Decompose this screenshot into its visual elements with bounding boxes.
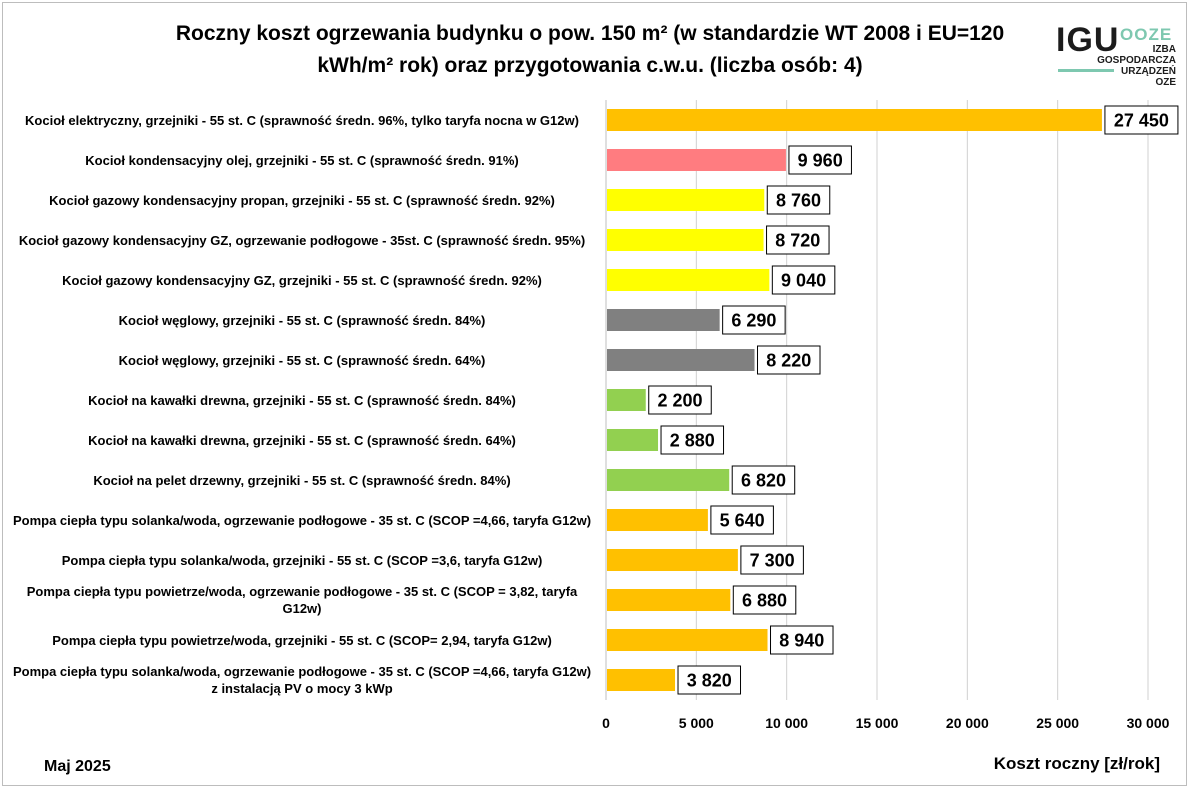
category-label-10: Pompa ciepła typu solanka/woda, ogrzewan… [12, 512, 592, 528]
category-label-2: Kocioł gazowy kondensacyjny propan, grze… [49, 192, 555, 208]
value-label-12: 6 880 [742, 591, 787, 611]
x-tick-label-0: 0 [602, 715, 610, 731]
x-tick-label-2: 10 000 [765, 715, 808, 731]
category-label-6: Kocioł węglowy, grzejniki - 55 st. C (sp… [118, 352, 486, 368]
value-label-box-1 [788, 145, 852, 175]
logo-igu-text: IGU [1056, 21, 1120, 59]
category-label-0: Kocioł elektryczny, grzejniki - 55 st. C… [25, 112, 579, 128]
value-label-box-9 [731, 465, 796, 495]
value-label-10: 5 640 [720, 511, 765, 531]
value-label-box-10 [710, 505, 774, 535]
bar-9 [607, 469, 730, 491]
bar-6 [607, 349, 755, 371]
logo-line-4: OZE [1155, 77, 1176, 88]
chart-title: Roczny koszt ogrzewania budynku o pow. 1… [140, 18, 1040, 82]
x-axis-title: Koszt roczny [zł/rok] [993, 754, 1160, 773]
value-label-box-4 [771, 265, 836, 295]
bar-3 [607, 229, 764, 251]
bar-8 [607, 429, 659, 451]
value-label-8: 2 880 [670, 431, 715, 451]
igu-logo: IGU OOZE IZBA GOSPODARCZA URZĄDZEŃ OZE [1052, 22, 1180, 92]
value-label-box-12 [732, 585, 797, 615]
category-label-12: Pompa ciepła typu powietrze/woda, ogrzew… [26, 584, 578, 616]
category-label-1: Kocioł kondensacyjny olej, grzejniki - 5… [85, 152, 519, 168]
logo-oze-mark: OOZE [1120, 25, 1173, 44]
x-tick-label-1: 5 000 [679, 715, 714, 731]
category-label-3: Kocioł gazowy kondensacyjny GZ, ogrzewan… [18, 232, 586, 248]
value-label-6: 8 220 [766, 351, 811, 371]
value-label-4: 9 040 [781, 271, 826, 291]
logo-line-3: URZĄDZEŃ [1121, 66, 1176, 77]
value-label-1: 9 960 [798, 151, 843, 171]
bar-7 [607, 389, 646, 411]
value-label-box-2 [766, 185, 831, 215]
category-label-14: Pompa ciepła typu solanka/woda, ogrzewan… [12, 664, 592, 696]
value-label-14: 3 820 [687, 671, 732, 691]
value-label-3: 8 720 [775, 231, 820, 251]
category-label-5: Kocioł węglowy, grzejniki - 55 st. C (sp… [118, 312, 486, 328]
category-label-9: Kocioł na pelet drzewny, grzejniki - 55 … [93, 472, 511, 488]
value-label-2: 8 760 [776, 191, 821, 211]
category-label-13: Pompa ciepła typu powietrze/woda, grzejn… [52, 632, 552, 648]
value-label-5: 6 290 [731, 311, 776, 331]
bar-4 [607, 269, 770, 291]
bar-13 [607, 629, 768, 651]
value-label-13: 8 940 [779, 631, 824, 651]
x-tick-label-5: 25 000 [1036, 715, 1079, 731]
bar-14 [607, 669, 676, 691]
bar-11 [607, 549, 738, 571]
value-label-box-5 [722, 305, 786, 335]
value-label-7: 2 200 [657, 391, 702, 411]
value-label-box-3 [766, 225, 830, 255]
category-label-8: Kocioł na kawałki drewna, grzejniki - 55… [88, 432, 516, 448]
bar-12 [607, 589, 731, 611]
value-label-box-8 [660, 425, 725, 455]
value-label-box-13 [770, 625, 834, 655]
category-label-7: Kocioł na kawałki drewna, grzejniki - 55… [88, 392, 516, 408]
value-label-box-11 [740, 545, 804, 575]
category-labels: Kocioł elektryczny, grzejniki - 55 st. C… [0, 0, 600, 720]
logo-line-2: GOSPODARCZA [1097, 55, 1176, 66]
value-label-9: 6 820 [741, 471, 786, 491]
category-label-4: Kocioł gazowy kondensacyjny GZ, grzejnik… [62, 272, 542, 288]
bar-5 [607, 309, 720, 331]
chart-title-line-1: Roczny koszt ogrzewania budynku o pow. 1… [175, 22, 1005, 45]
value-label-box-14 [677, 665, 742, 695]
logo-accent-bar [1058, 69, 1114, 72]
x-tick-label-3: 15 000 [856, 715, 899, 731]
category-label-11: Pompa ciepła typu solanka/woda, grzejnik… [61, 552, 543, 568]
value-label-box-7 [648, 385, 712, 415]
footer-date: Maj 2025 [44, 758, 111, 775]
bar-1 [607, 149, 786, 171]
value-label-0: 27 450 [1114, 111, 1169, 131]
bar-2 [607, 189, 765, 211]
logo-line-1: IZBA [1152, 44, 1176, 55]
value-label-box-6 [757, 345, 821, 375]
x-tick-label-4: 20 000 [946, 715, 989, 731]
value-label-11: 7 300 [750, 551, 795, 571]
value-label-box-0 [1104, 105, 1179, 135]
chart-title-line-2: kWh/m² rok) oraz przygotowania c.w.u. (l… [317, 54, 863, 77]
x-tick-label-6: 30 000 [1127, 715, 1170, 731]
bar-10 [607, 509, 708, 531]
bar-0 [607, 109, 1102, 131]
